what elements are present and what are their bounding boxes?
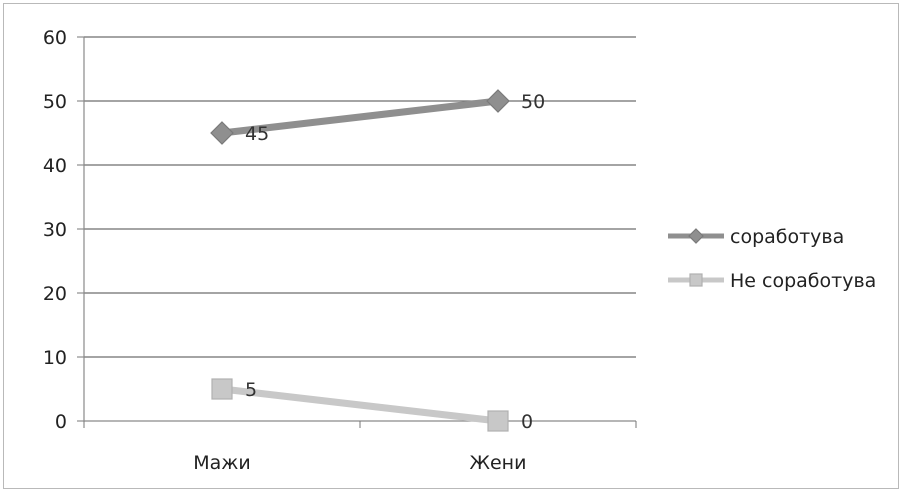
y-tick-label: 10: [43, 347, 67, 369]
data-label: 50: [521, 91, 545, 113]
series-line: [218, 97, 502, 137]
series-lines: [210, 89, 510, 432]
x-tick-label: Жени: [470, 452, 527, 474]
y-tick-label: 0: [55, 411, 67, 433]
square-marker: [211, 378, 233, 400]
diamond-marker: [486, 89, 510, 113]
legend-label: соработува: [730, 226, 844, 248]
diamond-marker: [688, 228, 704, 244]
diamond-marker: [210, 121, 234, 145]
data-label: 45: [245, 123, 269, 145]
y-axis-tick-labels: 0 10 20 30 40 50 60: [43, 27, 67, 433]
series-line: [218, 385, 502, 425]
square-marker: [487, 410, 509, 432]
x-axis-tick-labels: Мажи Жени: [193, 452, 526, 474]
gridlines: [84, 36, 636, 358]
data-label: 5: [245, 379, 257, 401]
y-tick-label: 30: [43, 219, 67, 241]
x-tick-label: Мажи: [193, 452, 251, 474]
y-tick-label: 60: [43, 27, 67, 49]
y-tick-label: 50: [43, 91, 67, 113]
chart-frame: [3, 3, 899, 489]
y-tick-label: 40: [43, 155, 67, 177]
y-tick-label: 20: [43, 283, 67, 305]
legend-label: Не соработува: [730, 270, 876, 292]
data-label: 0: [521, 411, 533, 433]
square-marker: [689, 273, 703, 287]
axes: [77, 36, 637, 428]
legend: соработува Не соработува: [668, 226, 876, 292]
